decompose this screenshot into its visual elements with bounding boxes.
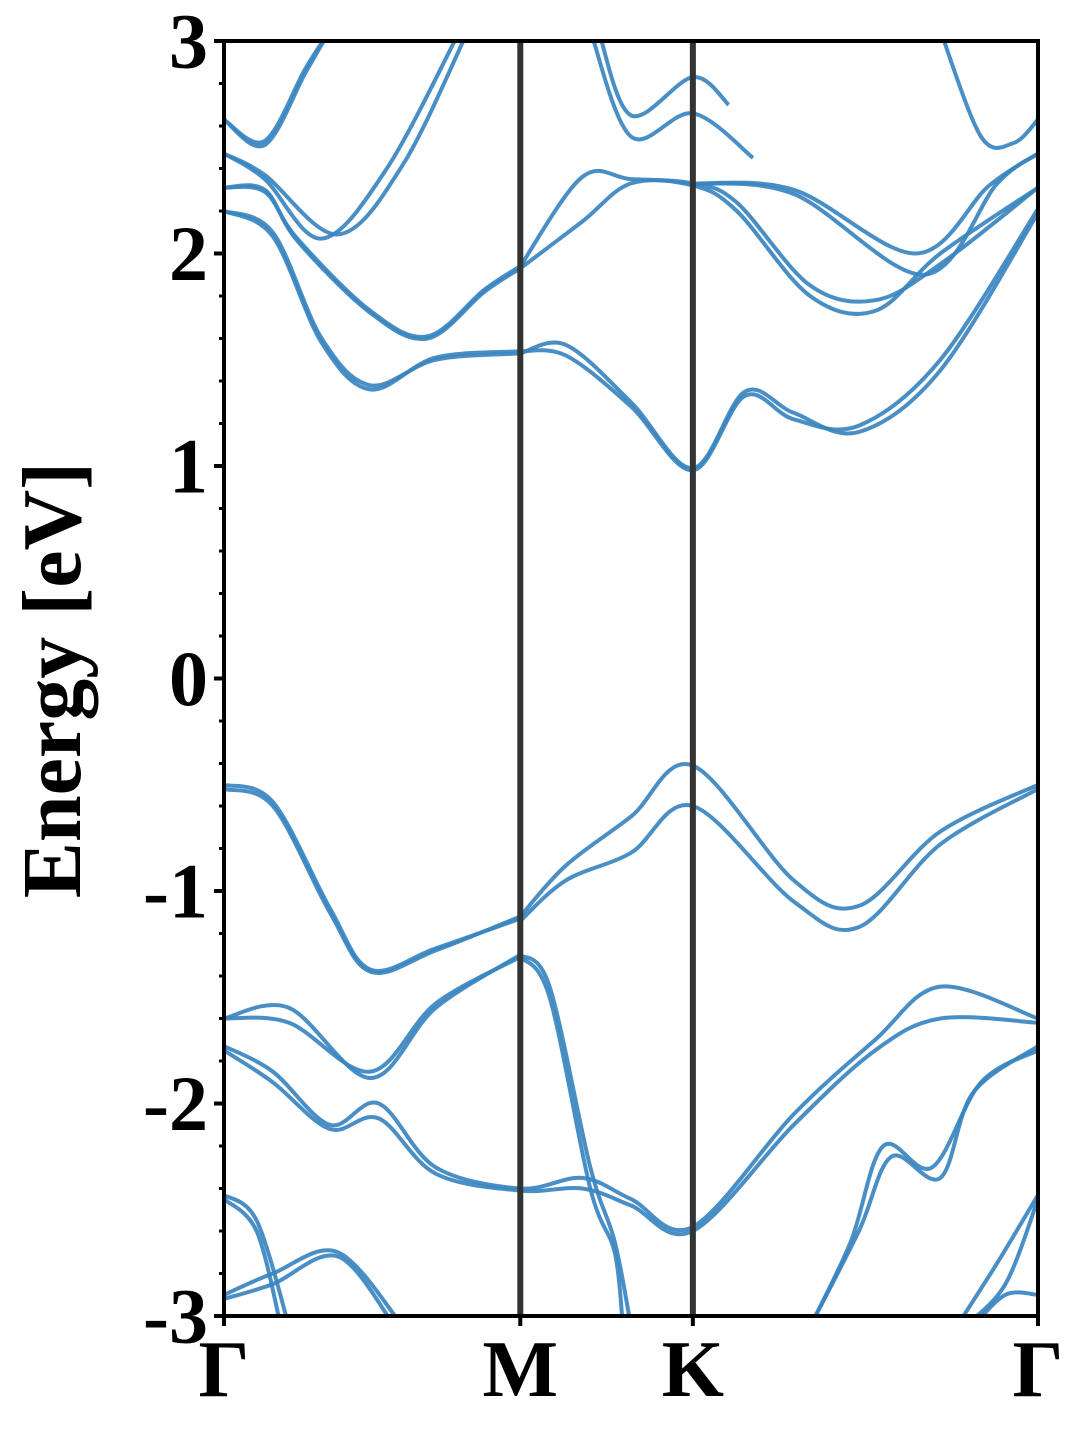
y-tick-label: -2 xyxy=(143,1060,208,1147)
y-axis-title: Energy [eV] xyxy=(6,462,99,898)
x-tick-label: M xyxy=(483,1326,559,1414)
band-line-19 xyxy=(224,782,521,973)
y-tick-label: 0 xyxy=(169,635,208,722)
high-symmetry-lines xyxy=(517,41,696,1316)
y-tick-label: 1 xyxy=(169,423,208,510)
y-tick-label: -1 xyxy=(143,848,208,935)
band-line-11 xyxy=(519,178,1038,316)
band-line-4 xyxy=(224,41,466,237)
band-line-26 xyxy=(518,953,632,1316)
band-line-6 xyxy=(224,184,522,339)
band-line-21 xyxy=(518,787,1038,933)
band-line-20 xyxy=(518,762,1038,918)
band-line-32 xyxy=(224,1248,398,1316)
band-line-18 xyxy=(224,787,522,976)
band-line-15 xyxy=(599,41,731,119)
band-line-16 xyxy=(591,41,755,160)
band-line-33 xyxy=(224,1253,391,1316)
band-line-10 xyxy=(520,207,1038,473)
band-line-25 xyxy=(224,1015,1038,1237)
band-line-2 xyxy=(224,41,326,145)
band-line-9 xyxy=(519,212,1038,471)
y-tick-label: -3 xyxy=(143,1273,208,1360)
y-tick-label: 2 xyxy=(169,210,208,297)
y-axis: 3 2 1 0 -1 -2 -3 xyxy=(143,0,224,1360)
band-line-30 xyxy=(224,1193,289,1316)
y-tick-label: 3 xyxy=(169,0,208,85)
band-line-12 xyxy=(518,169,1038,304)
band-line-31 xyxy=(224,1197,281,1316)
band-line-24 xyxy=(224,984,1038,1233)
x-tick-label: Γ xyxy=(1013,1326,1064,1414)
band-line-23 xyxy=(224,955,522,1074)
x-tick-label: Γ xyxy=(199,1326,250,1414)
band-line-3 xyxy=(224,41,457,241)
band-line-35 xyxy=(961,1193,1038,1316)
band-line-37 xyxy=(979,1290,1038,1316)
x-tick-label: K xyxy=(662,1326,724,1414)
band-line-27 xyxy=(518,955,625,1316)
band-line-7 xyxy=(224,209,521,388)
band-line-36 xyxy=(973,1198,1038,1316)
band-line-17 xyxy=(941,41,1038,150)
band-line-8 xyxy=(224,209,521,392)
band-line-29 xyxy=(813,1048,1038,1316)
band-lines xyxy=(224,41,1038,1316)
band-line-14 xyxy=(692,151,1038,277)
